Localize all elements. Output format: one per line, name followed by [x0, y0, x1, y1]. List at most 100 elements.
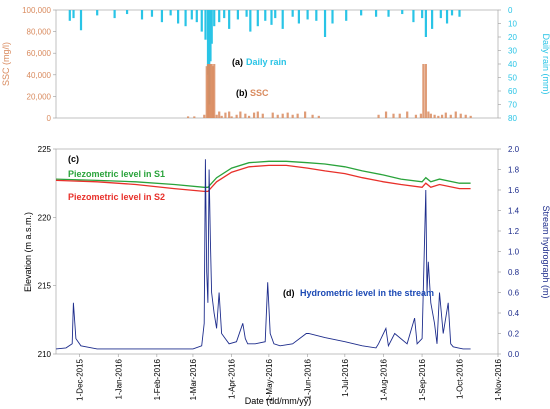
- ssc-bar: [311, 114, 314, 118]
- date-axis-label: Date (dd/mm/yy): [245, 396, 312, 406]
- rain-bar: [270, 10, 273, 25]
- rain-bars: [68, 10, 461, 105]
- hydrograph-tick-label: 1.4: [508, 207, 520, 216]
- ssc-bar: [464, 114, 467, 118]
- ssc-bar: [247, 115, 251, 118]
- ssc-bar: [276, 114, 279, 118]
- rain-bar: [245, 10, 248, 17]
- rain-tick-label: 80: [508, 114, 517, 123]
- ssc-bar: [208, 64, 211, 118]
- rain-bar: [213, 10, 216, 27]
- hydrograph-tick-label: 1.6: [508, 186, 520, 195]
- rain-bar: [315, 10, 318, 21]
- ssc-bar: [459, 113, 462, 118]
- rain-bar: [439, 10, 442, 19]
- s2-line: [55, 164, 471, 193]
- rain-tick-label: 50: [508, 74, 517, 83]
- rain-bar: [223, 10, 226, 19]
- ssc-bar: [211, 66, 215, 118]
- rain-bar: [281, 10, 284, 29]
- rain-bar: [264, 10, 267, 21]
- date-tick-label: 1-Feb-2016: [153, 358, 162, 400]
- ssc-bar: [228, 111, 231, 118]
- ssc-bar: [429, 113, 432, 118]
- date-tick-label: 1-Mar-2016: [189, 358, 198, 400]
- rain-tick-label: 10: [508, 20, 517, 29]
- ssc-axis-ticks: 100,000 80,000 60,000 40,000 20,000 0: [22, 6, 56, 123]
- ssc-bar: [433, 114, 436, 118]
- rain-bar: [323, 10, 327, 37]
- elevation-axis-label: Elevation (m a.s.m.): [23, 212, 33, 292]
- s1-label: Piezometric level in S1: [68, 169, 165, 179]
- ssc-bar: [244, 113, 247, 118]
- bottom-plot-frame: [55, 148, 499, 355]
- top-panel: 100,000 80,000 60,000 40,000 20,000 0 0 10 20 30…: [1, 6, 550, 123]
- ssc-bar: [414, 114, 418, 118]
- rain-axis-label: Daily rain (mm): [541, 33, 550, 94]
- ssc-bar: [422, 64, 425, 118]
- rain-bar: [345, 10, 348, 21]
- ssc-bar: [444, 112, 447, 118]
- ssc-bar: [449, 114, 452, 118]
- ssc-bar: [440, 114, 444, 118]
- hydrograph-tick-label: 0.0: [508, 350, 520, 359]
- rain-bar: [190, 10, 193, 20]
- rain-tick-label: 20: [508, 33, 517, 42]
- ssc-bar: [286, 112, 289, 118]
- rain-tick-label: 30: [508, 47, 517, 56]
- ssc-bar: [281, 113, 284, 118]
- rain-bar: [72, 10, 75, 19]
- ssc-tick-label: 80,000: [27, 28, 52, 37]
- hydrograph-tick-label: 1.2: [508, 227, 520, 236]
- rain-bar: [458, 10, 461, 17]
- ssc-bar: [224, 112, 227, 118]
- date-tick-label: 1-Jan-2016: [114, 358, 123, 399]
- ssc-tick-label: 40,000: [27, 71, 52, 80]
- ssc-bar: [419, 113, 423, 118]
- rain-bar: [236, 10, 239, 20]
- ssc-bar: [220, 115, 223, 118]
- ssc-bar: [252, 112, 256, 118]
- stream-line: [55, 159, 471, 350]
- hydrograph-tick-label: 1.0: [508, 248, 520, 257]
- date-tick-label: 1-Jul-2016: [341, 358, 350, 396]
- annotation-b-letter: (b): [236, 88, 248, 98]
- rain-bar: [68, 10, 71, 21]
- ssc-bars: [186, 64, 472, 118]
- rain-bar: [387, 10, 390, 17]
- annotation-d-letter: (d): [283, 288, 295, 298]
- rain-bar: [450, 10, 454, 16]
- rain-bar: [401, 10, 404, 15]
- ssc-bar: [454, 111, 457, 118]
- series-lines: [55, 159, 471, 350]
- annotation-c-letter: (c): [68, 154, 79, 164]
- date-tick-label: 1-Sep-2016: [418, 358, 427, 400]
- rain-bar: [274, 10, 277, 19]
- hydrograph-axis-label: Stream hydrograph (m): [541, 205, 550, 298]
- rain-bar: [297, 10, 300, 24]
- rain-tick-label: 40: [508, 60, 517, 69]
- annotation-a-text: Daily rain: [246, 57, 287, 67]
- ssc-bar: [406, 111, 409, 118]
- rain-bar: [218, 10, 221, 23]
- rain-bar: [360, 10, 363, 16]
- date-tick-label: 1-Dec-2015: [76, 358, 85, 400]
- elevation-axis-ticks: 225 220 215 210: [38, 145, 56, 359]
- rain-bar: [150, 10, 154, 17]
- hydrograph-tick-label: 0.4: [508, 309, 520, 318]
- rain-bar: [208, 10, 211, 105]
- ssc-bar: [218, 111, 221, 118]
- hydrograph-tick-label: 0.6: [508, 289, 520, 298]
- ssc-bar: [384, 111, 388, 118]
- date-tick-label: 1-Jun-2016: [304, 358, 313, 399]
- rain-bar: [412, 10, 415, 23]
- hydrograph-tick-label: 0.2: [508, 330, 520, 339]
- ssc-tick-label: 60,000: [27, 49, 52, 58]
- rain-bar: [374, 10, 378, 17]
- rain-bar: [331, 10, 334, 24]
- ssc-bar: [261, 113, 264, 118]
- ssc-bar: [205, 66, 208, 118]
- ssc-bar: [215, 114, 218, 118]
- rain-bar: [228, 10, 231, 29]
- rain-tick-label: 60: [508, 87, 517, 96]
